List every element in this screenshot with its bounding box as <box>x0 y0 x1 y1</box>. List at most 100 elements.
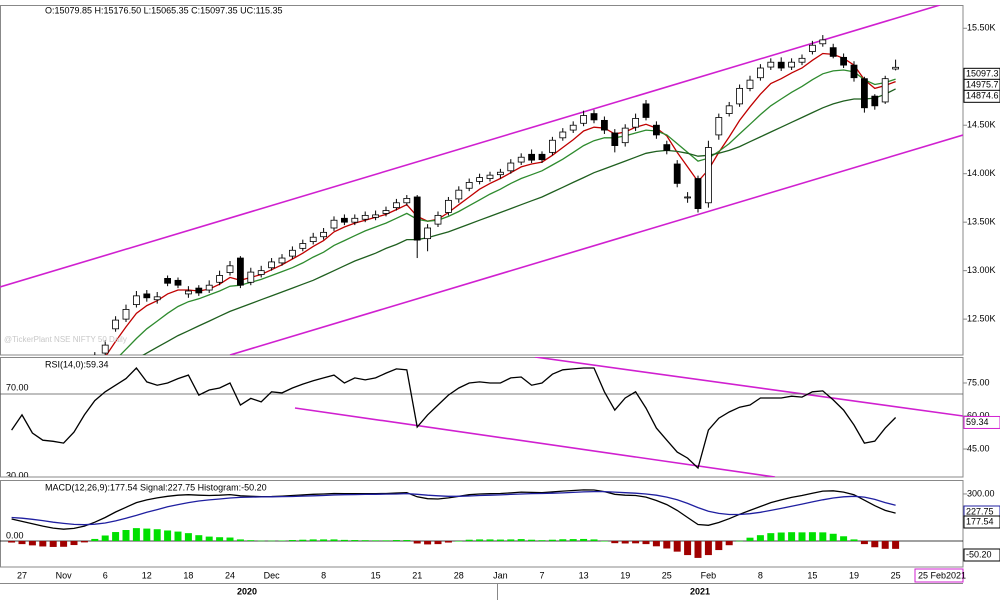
candle-body <box>892 66 899 70</box>
candle-body <box>413 196 421 241</box>
candle-body <box>621 127 629 144</box>
y-tick-label: 60.00 <box>967 410 990 420</box>
moving-average <box>142 88 896 355</box>
histogram-bar <box>881 540 889 549</box>
cursor-date: 25 Feb2021 <box>918 570 966 580</box>
histogram-bar <box>236 539 244 541</box>
candle-body <box>361 214 369 220</box>
x-tick-label: 21 <box>412 570 422 580</box>
candle-body <box>559 131 567 139</box>
candle-body <box>850 64 858 79</box>
ohlc-header: O:15079.85 H:15176.50 L:15065.35 C:15097… <box>45 5 283 15</box>
macd-plot: 0.00 <box>0 489 963 558</box>
histogram-bar <box>777 532 785 541</box>
histogram-bar <box>143 528 151 541</box>
histogram-bar <box>632 540 640 544</box>
candle-body <box>757 67 764 79</box>
histogram-bar <box>39 540 47 547</box>
histogram-bar <box>580 538 588 541</box>
candle-body <box>257 270 265 275</box>
candle-body <box>788 61 795 68</box>
histogram-bar <box>49 540 57 547</box>
last-average-box <box>963 89 1000 103</box>
candle-body <box>736 87 743 105</box>
x-tick-label: Jan <box>493 570 508 580</box>
last-rsi: 59.34 <box>966 417 989 427</box>
candle-body <box>309 236 317 242</box>
histogram-bar <box>278 540 286 542</box>
histogram-bar <box>684 540 692 556</box>
candle-body <box>476 177 484 182</box>
candle-body <box>132 295 140 305</box>
histogram-bar <box>507 539 515 541</box>
last-histogram: -50.20 <box>966 549 992 559</box>
left-tick-label: 30.00 <box>6 470 29 480</box>
histogram-bar <box>694 540 702 558</box>
candle-body <box>611 132 619 146</box>
histogram-bar <box>590 539 598 541</box>
last-average: 14874.6 <box>966 91 999 101</box>
candle-body <box>705 147 712 204</box>
histogram-bar <box>247 540 255 541</box>
histogram-bar <box>476 539 484 541</box>
histogram-bar <box>871 540 879 548</box>
left-tick-label: 70.00 <box>6 382 29 392</box>
last-rsi-box <box>963 415 1000 429</box>
histogram-bar <box>517 539 525 541</box>
candle-body <box>715 117 723 136</box>
histogram-bar <box>850 539 858 541</box>
channel-line <box>229 134 963 355</box>
histogram-bar <box>299 539 307 541</box>
x-tick-label: 27 <box>17 570 27 580</box>
histogram-bar <box>621 540 629 544</box>
rsi-line <box>11 367 897 470</box>
histogram-bar <box>798 532 806 541</box>
year-label: 2021 <box>690 586 710 596</box>
candle-body <box>840 56 847 66</box>
x-tick-label: 13 <box>579 570 589 580</box>
macd-panel <box>0 480 964 568</box>
x-tick-label: 19 <box>620 570 630 580</box>
candle-body <box>486 174 494 179</box>
histogram-bar <box>808 532 816 541</box>
histogram-bar <box>205 536 213 541</box>
histogram-bar <box>351 540 359 541</box>
histogram-bar <box>715 540 723 551</box>
macd-title: MACD(12,26,9):177.54 Signal:227.75 Histo… <box>45 482 267 492</box>
histogram-bar <box>18 540 26 545</box>
histogram-bar <box>736 540 744 542</box>
candle-body <box>601 119 608 131</box>
candle-body <box>226 265 234 273</box>
histogram-bar <box>122 530 130 541</box>
x-tick-label: 7 <box>539 570 544 580</box>
histogram-bar <box>486 539 494 541</box>
histogram-bar <box>153 529 161 541</box>
candle-body <box>372 214 380 218</box>
y-tick-label: 13.50K <box>967 217 996 227</box>
x-tick-label: 25 <box>891 570 901 580</box>
candle-body <box>746 79 754 89</box>
candle-body <box>330 219 338 229</box>
histogram-bar <box>372 540 380 541</box>
histogram-bar <box>257 540 265 542</box>
histogram-bar <box>860 540 868 545</box>
histogram-bar <box>642 540 650 545</box>
candle-body <box>174 279 182 286</box>
histogram-bar <box>361 540 369 541</box>
signal-line <box>11 490 896 526</box>
candle-body <box>278 257 286 264</box>
histogram-bar <box>725 540 733 546</box>
histogram-bar <box>91 538 99 541</box>
histogram-bar <box>538 540 546 541</box>
candle-body <box>288 249 296 257</box>
histogram-bar <box>112 532 120 541</box>
histogram-bar <box>226 537 234 541</box>
candle-body <box>444 199 452 213</box>
x-tick-label: 6 <box>103 570 108 580</box>
y-tick-label: 14.50K <box>967 120 996 130</box>
candle-body <box>819 39 827 45</box>
candle-body <box>153 296 161 301</box>
x-tick-label: Nov <box>56 570 73 580</box>
